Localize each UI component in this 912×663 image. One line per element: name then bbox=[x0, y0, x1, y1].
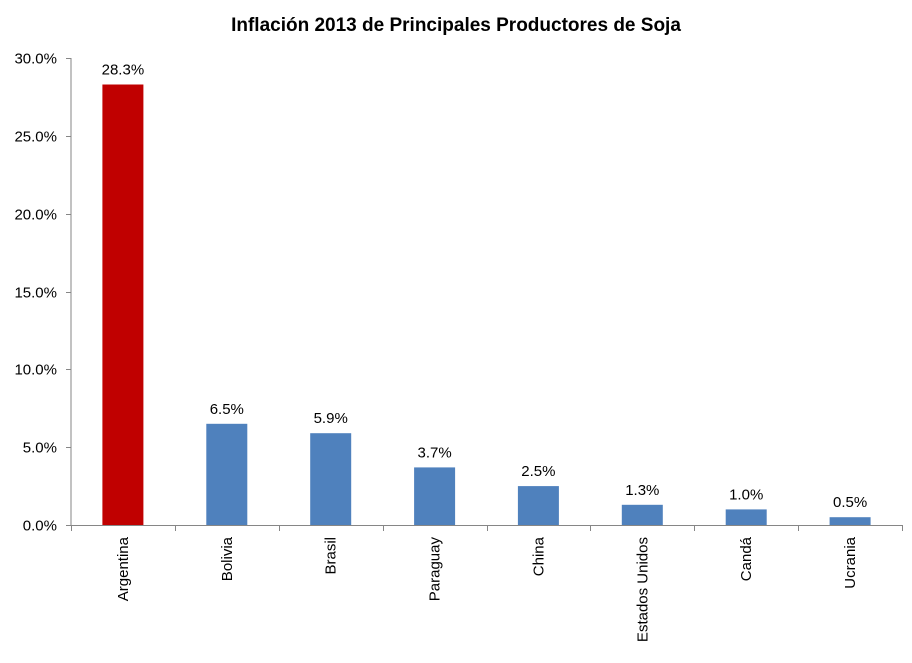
x-tick-label: Ucrania bbox=[842, 536, 859, 588]
y-tick-label: 15.0% bbox=[14, 285, 57, 302]
data-label: 1.3% bbox=[625, 482, 659, 499]
x-tick-label: Candá bbox=[738, 536, 755, 581]
y-axis: 0.0% 5.0% 10.0% 15.0% 20.0% 25.0% 30.0% bbox=[14, 51, 72, 535]
y-tick-label: 0.0% bbox=[23, 518, 57, 535]
bar-estados-unidos bbox=[621, 504, 663, 525]
x-tick-label: Paraguay bbox=[427, 537, 444, 602]
data-label: 2.5% bbox=[521, 463, 555, 480]
y-tick-label: 5.0% bbox=[23, 440, 57, 457]
bars bbox=[102, 84, 871, 525]
x-tick-label: Estados Unidos bbox=[634, 537, 651, 642]
y-tick-label: 25.0% bbox=[14, 129, 57, 146]
y-tick-label: 10.0% bbox=[14, 362, 57, 379]
chart-title: Inflación 2013 de Principales Productore… bbox=[231, 15, 681, 36]
data-label: 6.5% bbox=[210, 401, 244, 418]
bar-ucrania bbox=[829, 517, 871, 525]
data-label: 3.7% bbox=[417, 444, 451, 461]
x-axis: Argentina Bolivia Brasil Paraguay China Estad… bbox=[71, 525, 903, 642]
y-tick-label: 30.0% bbox=[14, 51, 57, 68]
bar-cand- bbox=[725, 509, 767, 525]
y-tick-label: 20.0% bbox=[14, 207, 57, 224]
bar-paraguay bbox=[414, 467, 456, 525]
data-label: 1.0% bbox=[729, 486, 763, 503]
x-tick-label: Argentina bbox=[115, 536, 132, 601]
data-label: 0.5% bbox=[833, 494, 867, 511]
bar-china bbox=[517, 486, 559, 525]
bar-argentina bbox=[102, 84, 144, 525]
bar-bolivia bbox=[206, 423, 248, 525]
data-label: 5.9% bbox=[314, 410, 348, 427]
x-tick-label: Brasil bbox=[323, 537, 340, 575]
data-labels: 28.3% 6.5% 5.9% 3.7% 2.5% 1.3% 1.0% 0.5% bbox=[102, 62, 868, 512]
bar-brasil bbox=[310, 433, 352, 525]
x-tick-label: China bbox=[530, 536, 547, 576]
x-tick-label: Bolivia bbox=[219, 536, 236, 581]
data-label: 28.3% bbox=[102, 62, 145, 79]
